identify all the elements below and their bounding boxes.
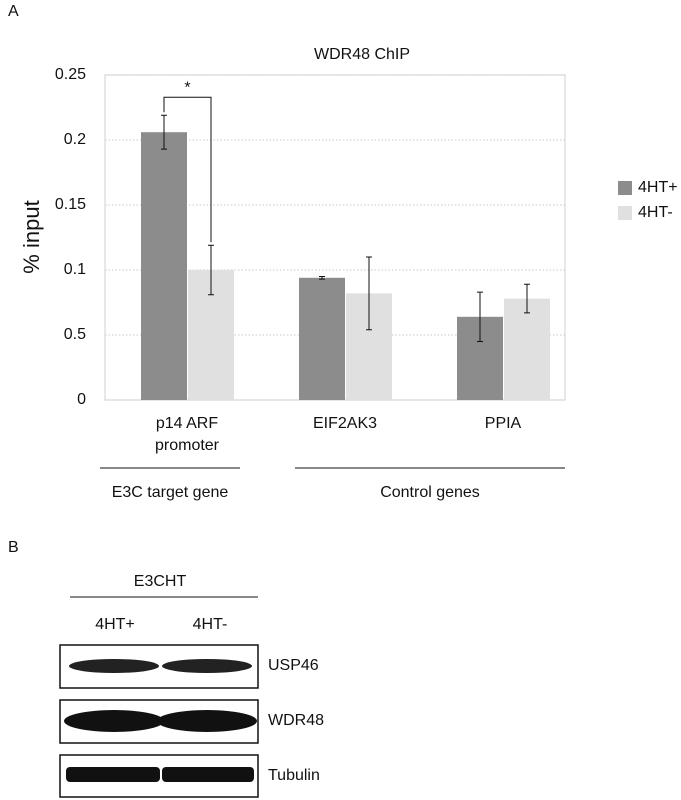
y-axis-label: % input [19, 200, 44, 273]
group-label: E3C target gene [112, 484, 229, 501]
blot-label: Tubulin [268, 767, 320, 784]
blot-label: USP46 [268, 657, 319, 674]
y-tick-label: 0.5 [64, 326, 86, 343]
y-tick-label: 0 [77, 391, 86, 408]
group-label: Control genes [380, 484, 480, 501]
blot-header: E3CHT [134, 573, 187, 590]
error-bar [208, 244, 214, 296]
x-tick-label: p14 ARF promoter [154, 415, 220, 454]
error-bar [161, 114, 167, 150]
legend-swatch [618, 206, 632, 220]
error-bar [319, 276, 325, 280]
y-tick-label: 0.2 [64, 131, 86, 148]
blot [59, 644, 259, 798]
lane-label: 4HT- [193, 616, 228, 633]
legend-swatch [618, 181, 632, 195]
legend-label: 4HT- [638, 204, 673, 221]
y-tick-label: 0.25 [55, 66, 86, 83]
bar [141, 132, 187, 400]
y-tick-label: 0.15 [55, 196, 86, 213]
error-bar [477, 291, 483, 342]
panel-label: B [8, 539, 19, 556]
bar [299, 277, 345, 400]
bar [504, 298, 550, 400]
annotation: * [184, 80, 190, 97]
chart-title: WDR48 ChIP [314, 46, 410, 63]
x-tick-label: EIF2AK3 [312, 415, 378, 432]
error-bar [366, 256, 372, 331]
lane-label: 4HT+ [95, 616, 135, 633]
x-tick-label: PPIA [484, 415, 522, 432]
panel-label: A [8, 3, 19, 20]
blot-label: WDR48 [268, 712, 324, 729]
legend-label: 4HT+ [638, 179, 678, 196]
significance-bracket [163, 96, 212, 243]
y-tick-label: 0.1 [64, 261, 86, 278]
error-bar [524, 283, 530, 314]
